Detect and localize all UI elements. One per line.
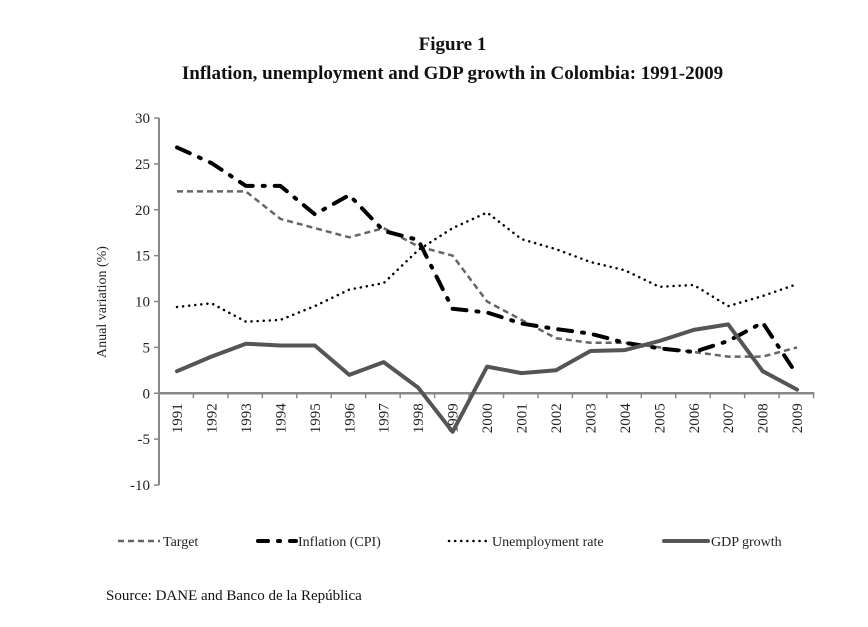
y-tick-label: -10 <box>130 478 150 494</box>
series-line-gdp-growth <box>175 322 800 434</box>
chart-title: Inflation, unemployment and GDP growth i… <box>181 63 724 84</box>
x-tick-label: 1993 <box>239 403 255 433</box>
legend-item-target: Target <box>118 535 198 550</box>
x-tick-label: 2005 <box>652 403 668 433</box>
series-gdp-growth <box>175 322 800 434</box>
x-tick-label: 1994 <box>273 403 289 434</box>
x-tick-label: 1995 <box>308 403 324 433</box>
x-tick-label: 2006 <box>687 403 703 434</box>
x-tick-label: 2008 <box>756 403 772 433</box>
y-tick-label: 0 <box>143 386 151 402</box>
legend: Target Inflation (CPI) Unemployment rate GD… <box>118 535 782 550</box>
x-tick-label: 1991 <box>170 403 186 433</box>
legend-label-target: Target <box>163 535 198 550</box>
legend-label-inflation-cpi: Inflation (CPI) <box>298 535 381 550</box>
x-tick-label: 2003 <box>583 403 599 433</box>
x-tick-label: 1997 <box>377 403 393 434</box>
x-tick-label: 1996 <box>342 403 358 434</box>
series-target <box>176 190 798 358</box>
figure-number: Figure 1 <box>418 34 487 55</box>
y-tick-label: 20 <box>135 203 150 219</box>
legend-item-gdp-growth: GDP growth <box>662 535 782 550</box>
y-tick-label: 10 <box>135 295 150 311</box>
legend-item-unemployment-rate: Unemployment rate <box>447 535 604 550</box>
series-inflation-cpi <box>175 145 800 377</box>
x-tick-label: 2002 <box>549 403 565 433</box>
y-tick-label: 5 <box>143 340 151 356</box>
x-tick-label: 2000 <box>480 403 496 433</box>
series-line-inflation-cpi <box>175 145 800 377</box>
x-tick-label: 2001 <box>515 403 531 433</box>
y-axis-label: Anual variation (%) <box>95 246 110 358</box>
source-note: Source: DANE and Banco de la República <box>106 588 362 604</box>
x-tick-label: 2009 <box>790 403 806 433</box>
y-tick-label: 15 <box>135 249 150 265</box>
y-axis: 30 25 20 15 10 5 0 -5 -10 <box>130 111 160 494</box>
series-line-unemployment-rate <box>175 211 799 323</box>
x-tick-label: 2007 <box>721 403 737 434</box>
legend-label-unemployment-rate: Unemployment rate <box>492 535 604 550</box>
y-tick-label: 25 <box>135 157 150 173</box>
y-tick-label: 30 <box>135 111 150 127</box>
legend-label-gdp-growth: GDP growth <box>711 535 782 550</box>
series-line-target <box>177 190 798 358</box>
legend-item-inflation-cpi: Inflation (CPI) <box>256 535 381 550</box>
x-axis: 1991 1992 1993 1994 1995 1996 1997 1998 1999 2000… <box>158 392 815 434</box>
x-tick-label: 1992 <box>204 403 220 433</box>
x-tick-label: 2004 <box>618 403 634 434</box>
y-tick-label: -5 <box>138 432 151 448</box>
series-unemployment-rate <box>175 211 799 323</box>
x-tick-label: 1998 <box>411 403 427 433</box>
series-layer <box>175 145 800 434</box>
